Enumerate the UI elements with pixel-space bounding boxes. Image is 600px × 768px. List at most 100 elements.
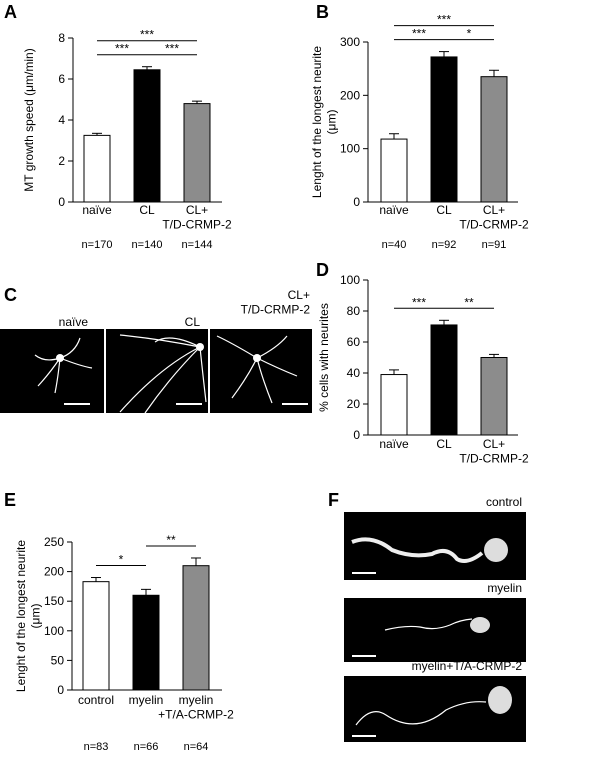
panel-label: B [316, 2, 329, 22]
significance-label: * [467, 27, 472, 41]
bar [83, 134, 111, 203]
x-tick-label: CL [139, 203, 155, 217]
x-tick-label: myelin [129, 693, 164, 707]
y-tick-label: 300 [340, 35, 360, 49]
panel-label: E [4, 490, 16, 510]
y-axis-label: Lenght of the longest neurite(μm) [310, 46, 338, 198]
bar [182, 565, 210, 691]
y-tick-label: 200 [340, 88, 360, 102]
significance-label: *** [412, 27, 426, 41]
micrograph [106, 329, 208, 413]
y-tick-label: 8 [58, 31, 65, 45]
n-label: n=66 [134, 741, 159, 753]
image-caption: control [486, 495, 522, 509]
n-label: n=92 [432, 239, 457, 251]
bar [183, 103, 211, 203]
bar [133, 69, 161, 203]
panel-label: C [4, 285, 17, 305]
neuron-soma [470, 617, 490, 633]
n-label: n=144 [182, 239, 213, 251]
y-tick-label: 150 [44, 594, 64, 608]
significance-label: *** [437, 13, 451, 27]
neuron-soma [196, 343, 204, 351]
neuron [216, 335, 298, 404]
y-tick-label: 0 [353, 428, 360, 442]
x-tick-label: CL+ T/D-CRMP-2 [459, 437, 529, 465]
bar [480, 357, 508, 436]
image-caption: CL+ T/D-CRMP-2 [241, 288, 311, 316]
y-tick-label: 50 [51, 653, 65, 667]
y-tick-label: 200 [44, 565, 64, 579]
n-label: n=170 [82, 239, 113, 251]
bar [480, 76, 508, 203]
neuron-soma [253, 354, 261, 362]
bar [430, 56, 458, 203]
image-caption: CL [185, 315, 201, 329]
bar [82, 581, 110, 691]
y-tick-label: 80 [347, 304, 361, 318]
significance-label: *** [115, 42, 129, 56]
y-tick-label: 2 [58, 154, 65, 168]
image-caption: naïve [59, 315, 89, 329]
x-tick-label: myelin +T/A-CRMP-2 [158, 693, 234, 721]
image-caption: myelin [487, 581, 522, 595]
y-tick-label: 20 [347, 397, 361, 411]
x-tick-label: naïve [379, 203, 409, 217]
y-tick-label: 6 [58, 72, 65, 86]
scale-bar [352, 655, 376, 657]
x-tick-label: CL+ T/D-CRMP-2 [162, 203, 232, 231]
scale-bar [64, 403, 90, 405]
scale-bar [282, 403, 308, 405]
significance-label: ** [166, 533, 176, 547]
y-tick-label: 0 [353, 195, 360, 209]
scale-bar [176, 403, 202, 405]
y-axis-label: % cells with neurites [317, 303, 331, 412]
image-caption: myelin+T/A-CRMP-2 [412, 659, 523, 673]
scale-bar [352, 572, 376, 574]
panel-label: F [328, 490, 339, 510]
y-tick-label: 250 [44, 535, 64, 549]
y-tick-label: 4 [58, 113, 65, 127]
neuron-soma [488, 686, 512, 714]
scale-bar [352, 735, 376, 737]
y-tick-label: 40 [347, 366, 361, 380]
significance-label: *** [140, 28, 154, 42]
y-tick-label: 60 [347, 335, 361, 349]
x-tick-label: CL+ T/D-CRMP-2 [459, 203, 529, 231]
neuron-soma [56, 354, 64, 362]
n-label: n=91 [482, 239, 507, 251]
panel-label: D [316, 260, 329, 280]
y-axis-label: MT growth speed (μm/min) [22, 48, 36, 191]
y-tick-label: 100 [44, 624, 64, 638]
neuron-soma [484, 538, 508, 562]
n-label: n=140 [132, 239, 163, 251]
x-tick-label: control [78, 693, 114, 707]
neuron [384, 618, 473, 631]
y-axis-label: Lenght of the longest neurite(μm) [14, 540, 42, 692]
significance-label: *** [412, 295, 426, 309]
bar [430, 324, 458, 436]
neuron [119, 334, 207, 414]
significance-label: *** [165, 42, 179, 56]
x-tick-label: naïve [379, 437, 409, 451]
neuron [351, 537, 484, 563]
panel-label: A [4, 2, 17, 22]
x-tick-label: CL [436, 437, 452, 451]
significance-label: ** [464, 295, 474, 309]
bar [380, 374, 408, 436]
significance-label: * [119, 553, 124, 567]
neuron [355, 701, 487, 726]
n-label: n=64 [184, 741, 209, 753]
y-tick-label: 0 [57, 683, 64, 697]
n-label: n=40 [382, 239, 407, 251]
x-tick-label: naïve [82, 203, 112, 217]
micrograph-group [344, 512, 526, 742]
y-tick-label: 100 [340, 273, 360, 287]
n-label: n=83 [84, 741, 109, 753]
micrograph [0, 329, 104, 413]
micrograph [344, 598, 526, 662]
x-tick-label: CL [436, 203, 452, 217]
bar [132, 594, 160, 691]
neuron [34, 337, 93, 394]
